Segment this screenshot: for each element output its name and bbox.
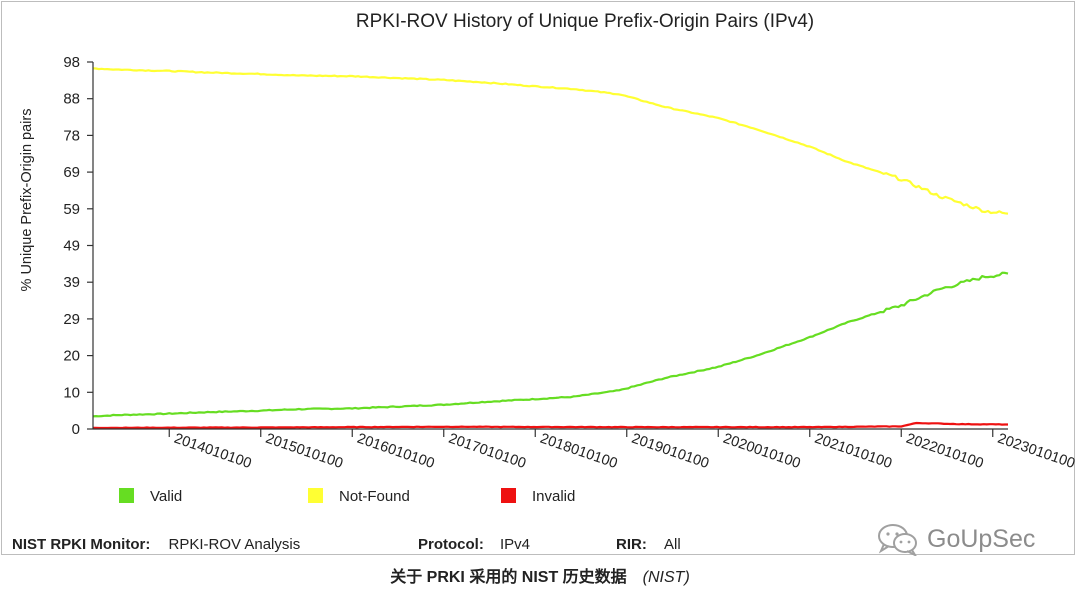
legend-swatch-valid	[119, 488, 134, 503]
series-line-invalid	[92, 421, 1008, 430]
y-tick-label: 29	[63, 311, 80, 328]
y-tick-label: 78	[63, 127, 80, 144]
x-tick-label: 2014010100	[172, 431, 253, 472]
legend-label-invalid: Invalid	[532, 488, 575, 505]
y-tick-label: 49	[63, 238, 80, 255]
watermark-text: GoUpSec	[927, 524, 1036, 553]
legend-label-not-found: Not-Found	[339, 488, 410, 505]
series-line-not-found	[92, 67, 1009, 215]
y-tick-label: 98	[63, 54, 80, 71]
y-tick-label: 0	[72, 421, 80, 438]
wechat-icon	[878, 524, 917, 556]
x-tick-label: 2022010100	[904, 431, 985, 472]
legend-swatch-not-found	[308, 488, 323, 503]
x-tick-label: 2021010100	[812, 431, 893, 472]
monitor-label: NIST RPKI Monitor:	[12, 536, 151, 553]
caption-source: (NIST)	[642, 569, 690, 586]
rir-label: RIR:	[616, 536, 647, 553]
x-tick-label: 2018010100	[538, 431, 619, 472]
caption-main: 关于 PRKI 采用的 NIST 历史数据	[390, 569, 627, 586]
x-tick-label: 2023010100	[995, 431, 1076, 472]
x-tick-label: 2019010100	[629, 431, 710, 472]
y-tick-label: 10	[63, 384, 80, 401]
x-tick-label: 2020010100	[721, 431, 802, 472]
y-tick-label: 88	[63, 91, 80, 108]
y-tick-label: 39	[63, 274, 80, 291]
protocol-value: IPv4	[500, 536, 531, 553]
x-tick-label: 2016010100	[355, 431, 436, 472]
watermark: GoUpSec	[876, 521, 1035, 557]
plot-area	[92, 67, 1009, 430]
protocol-label: Protocol:	[418, 536, 484, 553]
x-tick-label: 2017010100	[446, 431, 527, 472]
legend: Valid Not-Found Invalid	[119, 488, 575, 505]
rir-value: All	[664, 536, 681, 553]
y-tick-label: 20	[63, 348, 80, 365]
chart-frame: RPKI-ROV History of Unique Prefix-Origin…	[1, 1, 1076, 555]
chart-title: RPKI-ROV History of Unique Prefix-Origin…	[356, 11, 814, 32]
monitor-value: RPKI-ROV Analysis	[168, 536, 301, 553]
chart-svg: RPKI-ROV History of Unique Prefix-Origin…	[19, 11, 1076, 505]
footer-info: NIST RPKI Monitor: RPKI-ROV Analysis Pro…	[12, 536, 681, 553]
figure-caption: 关于 PRKI 采用的 NIST 历史数据 (NIST)	[0, 563, 1080, 587]
y-tick-label: 59	[63, 201, 80, 218]
legend-swatch-invalid	[501, 488, 516, 503]
axes: 0 10 20 29 39 49 59 69 78 88 98 2014010100 201501010…	[63, 54, 1076, 472]
y-axis-label: % Unique Prefix-Origin pairs	[19, 109, 35, 292]
legend-label-valid: Valid	[150, 488, 182, 505]
x-tick-label: 2015010100	[263, 431, 344, 472]
series-line-valid	[92, 271, 1009, 418]
y-tick-label: 69	[63, 164, 80, 181]
